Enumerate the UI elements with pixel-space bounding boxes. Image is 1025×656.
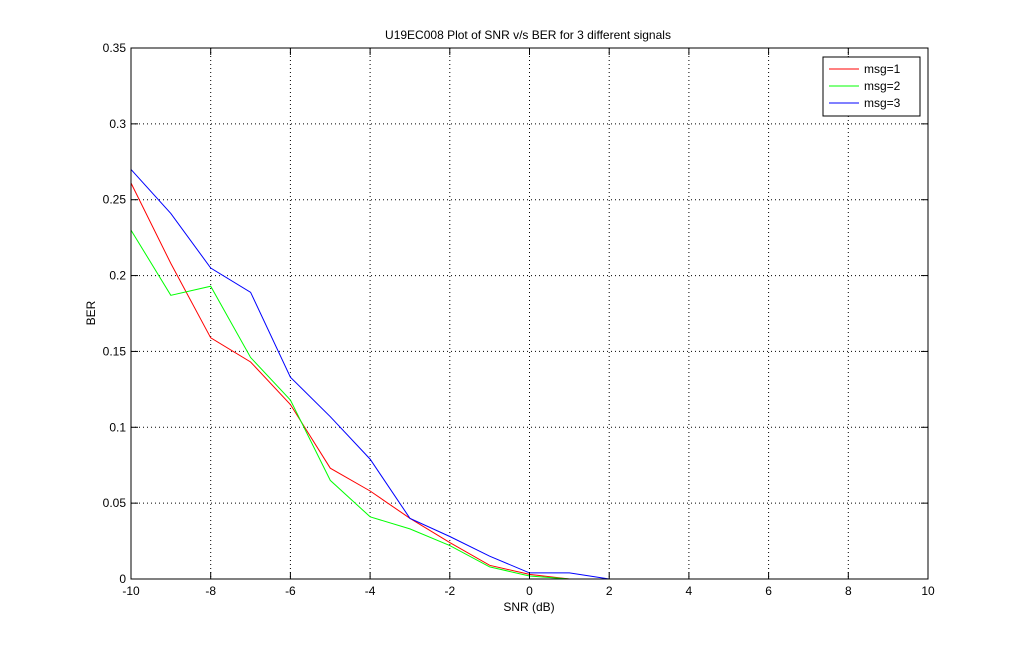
y-tick-label: 0.1: [109, 420, 126, 434]
legend: msg=1 msg=2 msg=3: [822, 56, 921, 117]
plot-area-frame: [130, 47, 929, 580]
legend-label: msg=2: [864, 79, 901, 93]
x-tick-label: -2: [444, 584, 455, 598]
y-tick-label: 0.15: [103, 344, 127, 358]
x-tick-labels: -10 -8 -6 -4 -2 0 2 4 6 8 10: [122, 584, 935, 598]
y-tick-label: 0.25: [103, 193, 127, 207]
x-tick-label: -10: [122, 584, 140, 598]
y-tick-labels: 0 0.05 0.1 0.15 0.2 0.25 0.3 0.35: [103, 41, 127, 586]
x-tick-label: 8: [845, 584, 852, 598]
x-tick-label: 2: [606, 584, 613, 598]
axis-ticks: [130, 47, 929, 580]
y-tick-label: 0: [119, 572, 126, 586]
x-tick-label: 4: [686, 584, 693, 598]
series-line-msg-3: [130, 169, 928, 580]
x-tick-label: 0: [526, 584, 533, 598]
y-tick-label: 0.35: [103, 41, 127, 55]
y-tick-label: 0.05: [103, 496, 127, 510]
x-axis-label: SNR (dB): [503, 600, 554, 614]
x-tick-label: -6: [285, 584, 296, 598]
y-axis-label: BER: [84, 300, 98, 325]
y-tick-label: 0.3: [109, 117, 126, 131]
x-tick-label: 6: [765, 584, 772, 598]
x-tick-label: 10: [921, 584, 935, 598]
legend-label: msg=1: [864, 62, 901, 76]
grid: [131, 48, 928, 579]
chart-title: U19EC008 Plot of SNR v/s BER for 3 diffe…: [385, 28, 671, 42]
legend-label: msg=3: [864, 96, 901, 110]
y-tick-label: 0.2: [109, 269, 126, 283]
x-tick-label: -8: [205, 584, 216, 598]
legend-items: msg=1 msg=2 msg=3: [829, 62, 901, 110]
x-tick-label: -4: [365, 584, 376, 598]
series-lines: [130, 169, 928, 580]
